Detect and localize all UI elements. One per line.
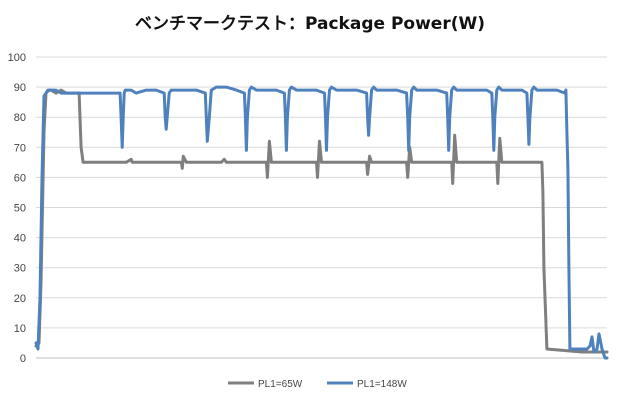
y-tick-label: 30 [14,263,26,275]
y-tick-label: 10 [14,323,26,335]
y-tick-label: 0 [20,353,26,365]
chart-title: ベンチマークテスト：Package Power(W) [135,14,485,34]
y-tick-label: 20 [14,293,26,305]
gridlines [36,56,607,359]
series-line-pl1-148w [34,85,609,360]
y-tick-label: 70 [14,142,26,154]
y-tick-label: 90 [14,82,26,94]
legend-label: PL1=65W [258,379,303,390]
y-tick-label: 40 [14,233,26,245]
plot-area [34,85,609,360]
series-line-pl1-65w [34,88,609,354]
y-tick-label: 60 [14,172,26,184]
y-tick-label: 50 [14,203,26,215]
y-tick-label: 80 [14,112,26,124]
y-tick-label: 100 [8,52,26,64]
legend-label: PL1=148W [357,379,407,390]
y-axis: 0 10 20 30 40 50 60 70 80 90 100 [8,52,26,365]
legend: PL1=65W PL1=148W [228,379,407,390]
